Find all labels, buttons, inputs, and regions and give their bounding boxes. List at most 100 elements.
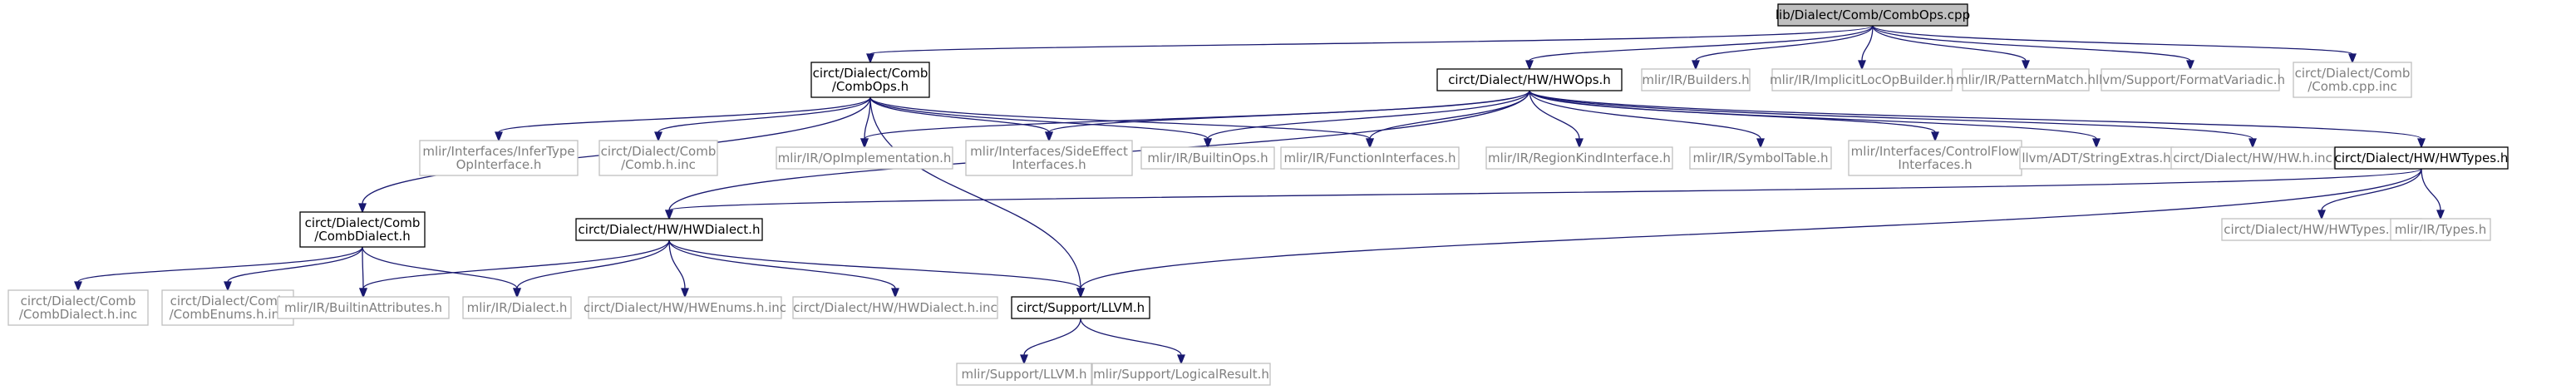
edge-line bbox=[516, 239, 670, 289]
node-label: mlir/IR/FunctionInterfaces.h bbox=[1283, 151, 1455, 165]
edge-arrowhead bbox=[1366, 138, 1374, 149]
edge-hwops_h-to-builtinops bbox=[1204, 90, 1530, 149]
edge-line bbox=[668, 239, 896, 289]
edge-combdialect_h-to-combdialect_h_inc bbox=[74, 246, 363, 292]
node-box[interactable] bbox=[2019, 146, 2174, 170]
edge-hwdialect_h-to-hwenums_h_inc bbox=[668, 239, 689, 299]
node-box[interactable] bbox=[1641, 68, 1751, 91]
node-box[interactable] bbox=[299, 211, 426, 248]
edge-arrowhead bbox=[74, 281, 82, 292]
node-box[interactable] bbox=[2221, 218, 2422, 241]
node-box[interactable] bbox=[588, 296, 782, 319]
node-label: circt/Dialect/Comb bbox=[21, 294, 136, 309]
node-box[interactable] bbox=[1485, 146, 1673, 170]
node-hwenums-h-inc[interactable]: circt/Dialect/HW/HWEnums.h.inc bbox=[584, 296, 786, 319]
edge-arrowhead bbox=[1756, 138, 1765, 149]
node-combenums-h-inc[interactable]: circt/Dialect/Comb/CombEnums.h.inc bbox=[161, 289, 294, 326]
node-box[interactable] bbox=[1140, 146, 1275, 170]
node-box[interactable] bbox=[277, 296, 450, 319]
node-box[interactable] bbox=[2334, 146, 2509, 170]
edge-hwdialect_h-to-support_llvm_h bbox=[668, 239, 1085, 299]
edge-line bbox=[1080, 168, 2422, 289]
node-hwdialect-h-inc[interactable]: circt/Dialect/HW/HWDialect.h.inc bbox=[792, 296, 998, 319]
node-hwdialect-h[interactable]: circt/Dialect/HW/HWDialect.h bbox=[575, 218, 763, 241]
edge-line bbox=[1529, 90, 1580, 140]
edge-arrowhead bbox=[2436, 210, 2445, 220]
node-label: mlir/Support/LogicalResult.h bbox=[1093, 367, 1269, 382]
node-box[interactable] bbox=[2293, 62, 2412, 98]
node-root[interactable]: lib/Dialect/Comb/CombOps.cpp bbox=[1776, 3, 1970, 27]
node-box[interactable] bbox=[792, 296, 998, 319]
edge-arrowhead bbox=[224, 281, 232, 292]
node-builtinattrs[interactable]: mlir/IR/BuiltinAttributes.h bbox=[277, 296, 450, 319]
node-box[interactable] bbox=[2101, 68, 2280, 91]
node-label: mlir/Support/LLVM.h bbox=[961, 367, 1086, 382]
node-box[interactable] bbox=[575, 218, 763, 241]
node-box[interactable] bbox=[419, 140, 579, 176]
node-label: circt/Dialect/Comb bbox=[2295, 66, 2411, 81]
node-combdialect-h[interactable]: circt/Dialect/Comb/CombDialect.h bbox=[299, 211, 426, 248]
node-box[interactable] bbox=[462, 296, 572, 319]
node-stringextras[interactable]: llvm/ADT/StringExtras.h bbox=[2019, 146, 2174, 170]
edge-line bbox=[1369, 90, 1530, 140]
node-box[interactable] bbox=[1091, 363, 1271, 386]
node-box[interactable] bbox=[1777, 3, 1968, 27]
node-box[interactable] bbox=[598, 140, 718, 176]
node-box[interactable] bbox=[956, 363, 1092, 386]
node-builtinops[interactable]: mlir/IR/BuiltinOps.h bbox=[1140, 146, 1275, 170]
node-implicitloc[interactable]: mlir/IR/ImplicitLocOpBuilder.h bbox=[1770, 68, 1954, 91]
node-comb-cpp-inc[interactable]: circt/Dialect/Comb/Comb.cpp.inc bbox=[2293, 62, 2412, 98]
node-hwtypes-h[interactable]: circt/Dialect/HW/HWTypes.h bbox=[2334, 146, 2509, 170]
node-symboltable[interactable]: mlir/IR/SymbolTable.h bbox=[1689, 146, 1832, 170]
node-opimpl[interactable]: mlir/IR/OpImplementation.h bbox=[776, 146, 953, 170]
edge-line bbox=[668, 168, 2422, 211]
node-box[interactable] bbox=[1771, 68, 1953, 91]
edge-hwdialect_h-to-builtinattrs bbox=[359, 239, 670, 299]
node-box[interactable] bbox=[1280, 146, 1460, 170]
node-box[interactable] bbox=[1848, 140, 2022, 176]
edge-hwops_h-to-stringextras bbox=[1529, 90, 2101, 149]
node-box[interactable] bbox=[810, 62, 930, 98]
edge-line bbox=[869, 25, 1874, 55]
node-box[interactable] bbox=[2390, 218, 2491, 241]
node-label: lib/Dialect/Comb/CombOps.cpp bbox=[1776, 7, 1970, 22]
node-label: mlir/IR/Builders.h bbox=[1642, 72, 1749, 87]
node-mlir-support-llvm-h[interactable]: mlir/Support/LLVM.h bbox=[956, 363, 1092, 386]
node-box[interactable] bbox=[1689, 146, 1832, 170]
node-box[interactable] bbox=[7, 289, 149, 326]
node-box[interactable] bbox=[965, 140, 1133, 176]
node-label: circt/Dialect/HW/HWDialect.h bbox=[579, 222, 761, 237]
node-builders[interactable]: mlir/IR/Builders.h bbox=[1641, 68, 1751, 91]
node-label: mlir/IR/SymbolTable.h bbox=[1692, 151, 1828, 165]
node-hwtypes-h-inc[interactable]: circt/Dialect/HW/HWTypes.h.inc bbox=[2221, 218, 2422, 241]
node-box[interactable] bbox=[1011, 296, 1150, 319]
node-box[interactable] bbox=[2170, 146, 2335, 170]
edge-arrowhead bbox=[1931, 131, 1939, 142]
edge-arrowhead bbox=[2348, 53, 2357, 64]
node-regionkind[interactable]: mlir/IR/RegionKindInterface.h bbox=[1485, 146, 1673, 170]
edge-hwtypes_h-to-types_h bbox=[2421, 168, 2445, 220]
node-combops-h[interactable]: circt/Dialect/Comb/CombOps.h bbox=[810, 62, 930, 98]
node-dialect-h[interactable]: mlir/IR/Dialect.h bbox=[462, 296, 572, 319]
node-box[interactable] bbox=[776, 146, 953, 170]
node-hwops-h[interactable]: circt/Dialect/HW/HWOps.h bbox=[1436, 68, 1623, 91]
node-box[interactable] bbox=[1436, 68, 1623, 91]
node-patternmatch[interactable]: mlir/IR/PatternMatch.h bbox=[1956, 68, 2096, 91]
node-label: /CombDialect.h.inc bbox=[19, 307, 137, 322]
node-logicalresult[interactable]: mlir/Support/LogicalResult.h bbox=[1091, 363, 1271, 386]
node-hw-h-inc[interactable]: circt/Dialect/HW/HW.h.inc bbox=[2170, 146, 2335, 170]
edge-arrowhead bbox=[1177, 354, 1185, 365]
node-label: circt/Dialect/HW/HWTypes.h bbox=[2335, 151, 2509, 165]
node-formatvariadic[interactable]: llvm/Support/FormatVariadic.h bbox=[2096, 68, 2285, 91]
node-funcinterfaces[interactable]: mlir/IR/FunctionInterfaces.h bbox=[1280, 146, 1460, 170]
node-box[interactable] bbox=[1962, 68, 2090, 91]
node-types-h[interactable]: mlir/IR/Types.h bbox=[2390, 218, 2491, 241]
node-support-llvm-h[interactable]: circt/Support/LLVM.h bbox=[1011, 296, 1150, 319]
node-comb-h-inc[interactable]: circt/Dialect/Comb/Comb.h.inc bbox=[598, 140, 718, 176]
node-combdialect-h-inc[interactable]: circt/Dialect/Comb/CombDialect.h.inc bbox=[7, 289, 149, 326]
node-label: llvm/ADT/StringExtras.h bbox=[2022, 151, 2170, 165]
